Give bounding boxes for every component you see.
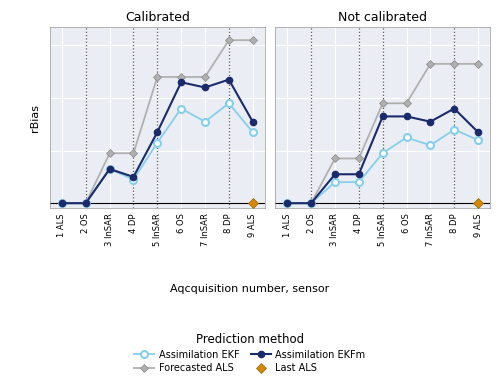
Y-axis label: rBias: rBias xyxy=(30,104,40,132)
Text: Aqcquisition number, sensor: Aqcquisition number, sensor xyxy=(170,284,330,294)
Title: Calibrated: Calibrated xyxy=(125,12,190,24)
Legend: Assimilation EKF, Forecasted ALS, Assimilation EKFm, Last ALS: Assimilation EKF, Forecasted ALS, Assimi… xyxy=(130,329,370,377)
Title: Not calibrated: Not calibrated xyxy=(338,12,427,24)
